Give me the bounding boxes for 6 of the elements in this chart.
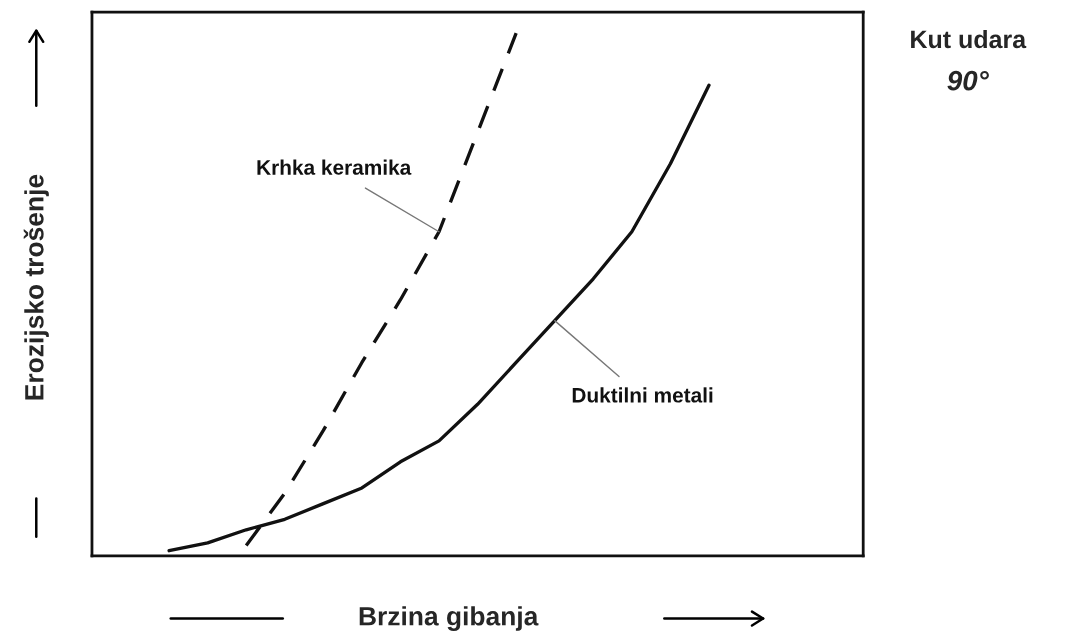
text: 90° [947, 70, 989, 91]
text: Kut udara [911, 29, 1027, 49]
text: Duktilni metali [572, 387, 713, 403]
x-axis-title: Brzina gibanja [359, 606, 539, 631]
y-axis-title: Erozijsko trošenje [23, 174, 49, 400]
text: Krhka keramika [257, 159, 412, 175]
